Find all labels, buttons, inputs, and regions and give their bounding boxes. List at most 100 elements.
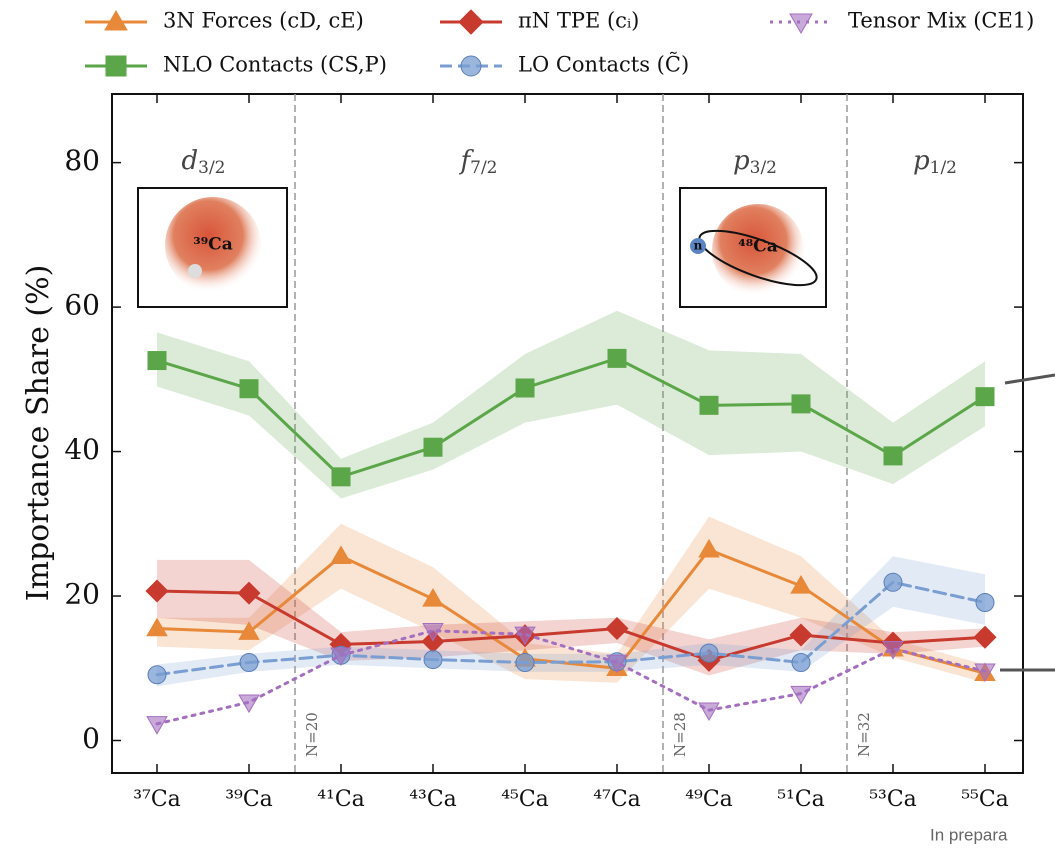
marker: [145, 579, 169, 603]
x-tick-label: ⁴⁷Ca: [593, 787, 641, 812]
marker: [331, 467, 351, 487]
shell-label: d3/2: [181, 146, 225, 178]
legend-label: NLO Contacts (CS,P): [163, 53, 387, 77]
marker: [790, 575, 812, 594]
marker: [422, 588, 444, 607]
shell-label: f7/2: [459, 146, 498, 178]
marker: [698, 702, 720, 722]
plot-frame: [111, 93, 1024, 774]
marker: [514, 626, 536, 646]
shell-orbital: d: [181, 146, 198, 176]
marker: [789, 13, 813, 34]
neutron: [690, 238, 706, 254]
marker: [147, 665, 167, 685]
series-line: [155, 629, 987, 726]
y-tick-label: 40: [64, 433, 100, 466]
pointer: [1004, 373, 1055, 385]
marker: [422, 622, 444, 642]
legend-item: πN TPE (cᵢ): [440, 9, 639, 35]
legend-label: LO Contacts (C̃): [518, 53, 689, 77]
marker: [423, 650, 443, 670]
nucleus: [712, 204, 804, 296]
marker: [791, 652, 811, 672]
marker: [458, 9, 484, 35]
legend-item: 3N Forces (cD, cE): [85, 9, 364, 33]
marker: [239, 379, 259, 399]
marker: [330, 647, 352, 667]
marker: [791, 394, 811, 414]
marker: [105, 55, 127, 77]
y-tick-label: 80: [64, 144, 100, 177]
x-tick-label: ⁵¹Ca: [777, 787, 825, 812]
marker: [330, 545, 352, 564]
uncertainty-band: [157, 556, 985, 687]
legend-label: 3N Forces (cD, cE): [163, 9, 364, 33]
marker: [238, 621, 260, 640]
marker: [698, 538, 720, 558]
marker: [606, 654, 628, 674]
marker: [607, 348, 627, 368]
shell-orbital: p: [913, 146, 930, 176]
uncertainty-band: [157, 310, 985, 499]
x-tick-label: ³⁹Ca: [225, 787, 273, 812]
x-tick-label: ⁴⁹Ca: [685, 787, 733, 812]
particle-label: n: [694, 239, 703, 253]
nucleus-label: ³⁹Ca: [193, 235, 232, 255]
hole: [188, 264, 202, 278]
marker: [883, 572, 903, 592]
marker: [460, 55, 482, 77]
marker: [515, 378, 535, 398]
x-tick-label: ⁴¹Ca: [317, 787, 365, 812]
uncertainty-band: [157, 559, 985, 676]
marker: [146, 617, 168, 637]
shell-label: p3/2: [733, 146, 777, 178]
marker: [973, 625, 997, 649]
shell-j: 3/2: [750, 158, 777, 178]
marker: [239, 652, 259, 672]
inset: ³⁹Ca: [137, 187, 288, 308]
legend-item: NLO Contacts (CS,P): [85, 53, 387, 77]
series-line: [155, 356, 987, 479]
shell-j: 3/2: [198, 158, 225, 178]
uncertainty-band: [157, 516, 985, 683]
orbit: [698, 229, 818, 287]
marker: [883, 446, 903, 466]
magic-label: N=32: [855, 712, 873, 757]
legend-label: Tensor Mix (CE1): [848, 9, 1034, 33]
magic-label: N=28: [671, 712, 689, 757]
marker: [238, 694, 260, 714]
x-tick-label: ⁵³Ca: [869, 787, 917, 812]
marker: [605, 617, 629, 641]
magic-label: N=20: [303, 712, 321, 757]
marker: [974, 663, 996, 683]
marker: [146, 716, 168, 735]
shell-j: 7/2: [470, 158, 497, 178]
marker: [699, 395, 719, 415]
marker: [789, 623, 813, 647]
x-tick-label: ³⁷Ca: [133, 787, 181, 812]
marker: [515, 652, 535, 672]
footnote: In prepara: [930, 825, 1008, 844]
y-tick-label: 20: [64, 578, 100, 611]
y-axis-label: Importance Share (%): [21, 265, 56, 602]
marker: [104, 10, 128, 31]
marker: [975, 593, 995, 613]
series-line: [155, 589, 987, 662]
inset: n ⁴⁸Ca: [679, 187, 827, 308]
x-tick-label: ⁴⁵Ca: [501, 787, 549, 812]
legend-label: πN TPE (cᵢ): [518, 9, 639, 33]
series-line: [155, 580, 987, 677]
shell-orbital: p: [733, 146, 750, 176]
x-tick-label: ⁴³Ca: [409, 787, 457, 812]
x-tick-label: ⁵⁵Ca: [961, 787, 1009, 812]
marker: [237, 581, 261, 605]
shell-label: p1/2: [913, 146, 957, 178]
marker: [882, 641, 904, 660]
shell-j: 1/2: [930, 158, 957, 178]
legend-item: Tensor Mix (CE1): [770, 9, 1034, 34]
marker: [423, 437, 443, 457]
y-tick-label: 0: [82, 722, 100, 755]
nucleus-label: ⁴⁸Ca: [738, 237, 777, 257]
marker: [147, 351, 167, 371]
